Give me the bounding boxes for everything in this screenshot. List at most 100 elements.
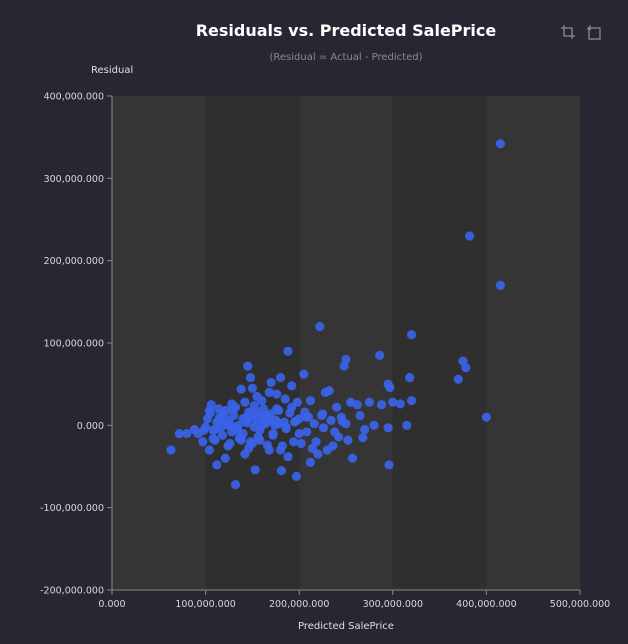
- data-point: [247, 383, 257, 393]
- plot-band: [112, 96, 206, 590]
- data-point: [332, 402, 342, 412]
- data-point: [182, 428, 192, 439]
- data-point: [309, 419, 319, 429]
- x-tick-label: 200,000.000: [269, 599, 329, 610]
- data-point: [481, 412, 491, 422]
- data-point: [313, 449, 323, 459]
- data-point: [275, 372, 286, 383]
- x-tick-label: 400,000.000: [456, 599, 516, 610]
- data-point: [274, 419, 284, 429]
- data-point: [287, 402, 297, 412]
- reset-zoom-icon[interactable]: [586, 24, 602, 40]
- data-point: [283, 346, 293, 356]
- y-tick-label: -200,000.000: [40, 586, 104, 597]
- data-point: [227, 399, 237, 409]
- data-point: [208, 433, 218, 444]
- data-point: [406, 330, 417, 340]
- data-point: [275, 445, 286, 455]
- y-axis-title: Residual: [91, 65, 133, 76]
- data-point: [385, 382, 395, 393]
- data-point: [347, 453, 358, 463]
- data-point: [266, 377, 276, 388]
- data-point: [288, 437, 299, 447]
- data-point: [302, 427, 312, 437]
- data-point: [453, 374, 463, 384]
- data-point: [280, 394, 290, 404]
- x-axis-title: Predicted SalePrice: [298, 621, 394, 632]
- data-point: [305, 457, 316, 467]
- data-point: [405, 372, 415, 383]
- y-tick-label: 100,000.000: [44, 339, 104, 350]
- data-point: [358, 433, 368, 443]
- crop-icon[interactable]: [560, 24, 576, 40]
- plot-band: [392, 96, 487, 590]
- data-point: [236, 384, 246, 394]
- data-point: [204, 405, 214, 416]
- data-point: [305, 396, 316, 406]
- data-point: [461, 363, 471, 373]
- data-point: [294, 428, 304, 439]
- data-point: [221, 419, 231, 429]
- data-point: [257, 396, 267, 406]
- data-point: [268, 430, 278, 440]
- data-point: [276, 466, 287, 476]
- data-point: [360, 424, 370, 435]
- data-point: [322, 445, 332, 455]
- data-point: [243, 361, 253, 371]
- data-point: [495, 139, 506, 149]
- data-point: [166, 445, 176, 455]
- data-point: [202, 414, 213, 424]
- data-point: [281, 424, 291, 434]
- data-point: [388, 397, 398, 407]
- y-tick-label: -100,000.000: [40, 503, 104, 514]
- data-point: [272, 389, 282, 399]
- data-point: [242, 412, 252, 422]
- data-point: [266, 409, 276, 419]
- chart-toolbar: [560, 24, 602, 40]
- x-tick-label: 0.000: [98, 599, 125, 610]
- data-point: [283, 452, 293, 462]
- data-point: [174, 428, 184, 439]
- plot-band: [486, 96, 580, 590]
- y-tick-label: 0.000: [77, 421, 104, 432]
- data-point: [229, 422, 239, 432]
- data-point: [383, 423, 393, 433]
- data-point: [229, 410, 239, 421]
- data-point: [230, 480, 241, 490]
- data-point: [236, 435, 246, 445]
- data-point: [320, 387, 331, 397]
- data-point: [250, 465, 260, 475]
- data-point: [355, 410, 365, 421]
- data-point: [291, 471, 301, 481]
- data-point: [198, 437, 208, 447]
- data-point: [315, 321, 325, 332]
- data-point: [395, 399, 405, 409]
- plot-background: [112, 96, 580, 590]
- data-point: [212, 460, 222, 470]
- data-point: [364, 397, 374, 407]
- data-point: [369, 420, 379, 430]
- data-point: [223, 441, 233, 451]
- data-point: [375, 350, 385, 360]
- data-point: [406, 396, 417, 406]
- data-point: [217, 408, 228, 418]
- data-point: [384, 460, 394, 470]
- chart-subtitle: (Residual = Actual - Predicted): [269, 52, 422, 63]
- data-point: [333, 432, 344, 442]
- data-point: [318, 423, 329, 433]
- data-point: [343, 435, 353, 445]
- data-point: [220, 453, 230, 463]
- data-point: [402, 420, 412, 430]
- plot-band: [205, 96, 300, 590]
- data-point: [352, 400, 362, 410]
- x-tick-label: 500,000.000: [550, 599, 610, 610]
- data-point: [299, 369, 309, 379]
- data-point: [287, 381, 297, 391]
- y-tick-label: 400,000.000: [44, 92, 104, 103]
- data-point: [302, 412, 312, 422]
- data-point: [245, 372, 256, 383]
- data-point: [307, 443, 317, 453]
- data-point: [296, 438, 306, 449]
- data-point: [247, 438, 257, 449]
